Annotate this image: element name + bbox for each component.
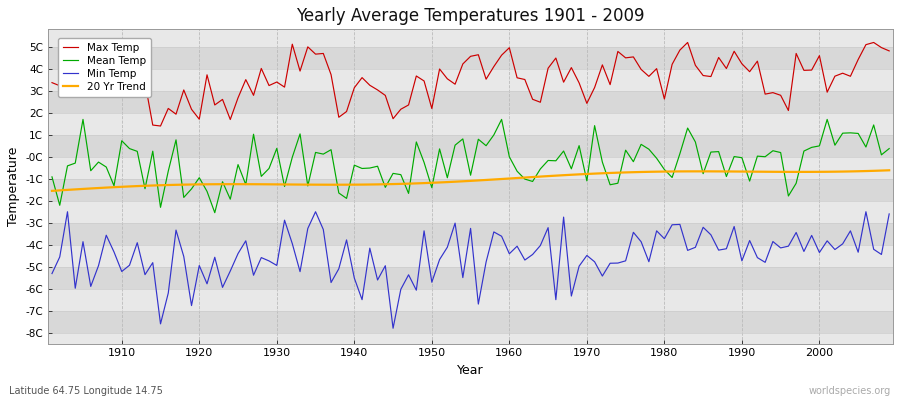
20 Yr Trend bbox=[496, 177, 507, 182]
Line: Min Temp: Min Temp bbox=[52, 212, 889, 328]
Mean Temp bbox=[77, 117, 88, 122]
Legend: Max Temp, Mean Temp, Min Temp, 20 Yr Trend: Max Temp, Mean Temp, Min Temp, 20 Yr Tre… bbox=[58, 38, 151, 98]
Min Temp bbox=[287, 241, 298, 246]
Text: worldspecies.org: worldspecies.org bbox=[809, 386, 891, 396]
20 Yr Trend bbox=[504, 176, 515, 181]
Min Temp bbox=[116, 269, 127, 274]
20 Yr Trend bbox=[109, 185, 120, 190]
Min Temp bbox=[333, 266, 344, 271]
Bar bbox=[48, 201, 893, 223]
Mean Temp bbox=[519, 177, 530, 182]
X-axis label: Year: Year bbox=[457, 364, 484, 377]
Bar bbox=[48, 113, 893, 135]
Min Temp bbox=[388, 326, 399, 331]
Bar bbox=[48, 69, 893, 91]
Mean Temp bbox=[341, 196, 352, 201]
Mean Temp bbox=[884, 146, 895, 151]
Mean Temp bbox=[613, 181, 624, 186]
Max Temp bbox=[109, 82, 120, 87]
Mean Temp bbox=[294, 132, 305, 136]
20 Yr Trend bbox=[326, 182, 337, 187]
Max Temp bbox=[512, 75, 523, 80]
Min Temp bbox=[884, 212, 895, 216]
Bar bbox=[48, 179, 893, 201]
Max Temp bbox=[287, 42, 298, 46]
Min Temp bbox=[62, 209, 73, 214]
Bar bbox=[48, 135, 893, 157]
Line: Mean Temp: Mean Temp bbox=[52, 120, 889, 213]
Title: Yearly Average Temperatures 1901 - 2009: Yearly Average Temperatures 1901 - 2009 bbox=[296, 7, 644, 25]
Max Temp bbox=[47, 80, 58, 85]
Bar bbox=[48, 311, 893, 333]
Min Temp bbox=[613, 261, 624, 266]
Max Temp bbox=[605, 82, 616, 87]
Bar bbox=[48, 289, 893, 311]
Max Temp bbox=[682, 40, 693, 45]
20 Yr Trend bbox=[47, 188, 58, 193]
Bar bbox=[48, 223, 893, 245]
Y-axis label: Temperature: Temperature bbox=[7, 147, 20, 226]
Mean Temp bbox=[116, 138, 127, 143]
Bar bbox=[48, 267, 893, 289]
Mean Temp bbox=[210, 210, 220, 215]
Bar bbox=[48, 245, 893, 267]
20 Yr Trend bbox=[279, 182, 290, 187]
20 Yr Trend bbox=[884, 168, 895, 173]
20 Yr Trend bbox=[597, 171, 608, 176]
Min Temp bbox=[47, 271, 58, 276]
Mean Temp bbox=[512, 169, 523, 174]
Max Temp bbox=[504, 45, 515, 50]
Line: 20 Yr Trend: 20 Yr Trend bbox=[52, 170, 889, 191]
Mean Temp bbox=[47, 174, 58, 179]
Bar bbox=[48, 47, 893, 69]
Max Temp bbox=[884, 48, 895, 53]
Text: Latitude 64.75 Longitude 14.75: Latitude 64.75 Longitude 14.75 bbox=[9, 386, 163, 396]
Bar bbox=[48, 91, 893, 113]
Max Temp bbox=[333, 115, 344, 120]
Max Temp bbox=[155, 124, 166, 128]
Min Temp bbox=[512, 244, 523, 248]
Bar bbox=[48, 157, 893, 179]
Min Temp bbox=[519, 258, 530, 262]
Line: Max Temp: Max Temp bbox=[52, 42, 889, 126]
